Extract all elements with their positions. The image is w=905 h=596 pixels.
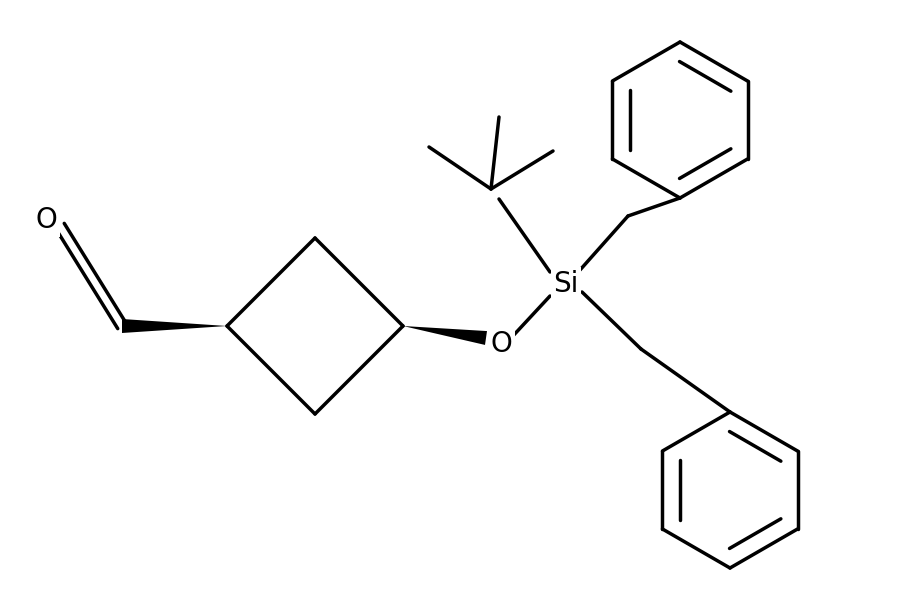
Text: Si: Si bbox=[553, 270, 578, 298]
Text: O: O bbox=[35, 206, 57, 234]
Polygon shape bbox=[403, 326, 487, 345]
Text: O: O bbox=[491, 330, 512, 358]
Polygon shape bbox=[122, 319, 227, 333]
